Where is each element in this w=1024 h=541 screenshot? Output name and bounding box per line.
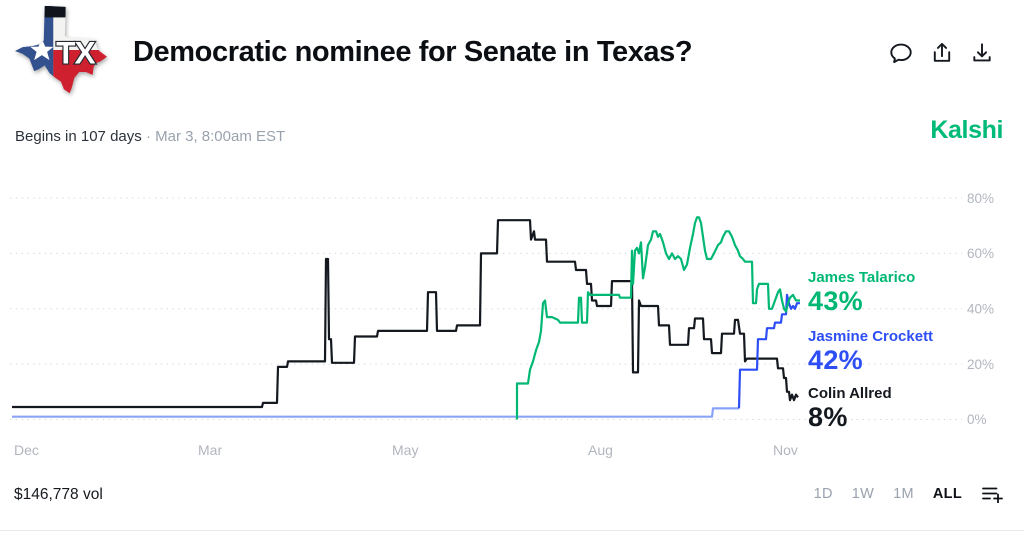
legend-name: Jasmine Crockett bbox=[808, 328, 934, 345]
page-title: Democratic nominee for Senate in Texas? bbox=[133, 36, 693, 68]
tx-label: TX bbox=[56, 34, 95, 70]
range-selector: 1D 1W 1M ALL bbox=[814, 485, 1003, 503]
kalshi-logo: Kalshi bbox=[930, 116, 1003, 144]
range-1w-button[interactable]: 1W bbox=[851, 486, 875, 502]
range-all-button[interactable]: ALL bbox=[932, 486, 962, 502]
event-status-row: Begins in 107 days · Mar 3, 8:00am EST bbox=[15, 128, 285, 145]
texas-flag-icon: TX bbox=[14, 5, 107, 94]
legend-james-talarico: James Talarico 43% bbox=[808, 268, 915, 316]
comment-icon bbox=[890, 43, 912, 64]
legend-colin-allred: Colin Allred 8% bbox=[808, 384, 892, 432]
line-colin-allred bbox=[12, 219, 799, 409]
playlist-add-icon bbox=[982, 487, 1003, 503]
line-jasmine-crockett bbox=[737, 293, 800, 409]
line-james-talarico bbox=[515, 216, 800, 420]
y-axis-label: 0% bbox=[967, 412, 987, 427]
share-icon bbox=[933, 42, 951, 62]
x-axis-label: Dec bbox=[14, 442, 39, 458]
share-button[interactable] bbox=[930, 41, 954, 65]
legend-name: Colin Allred bbox=[808, 385, 892, 402]
legend-value: 42% bbox=[808, 345, 863, 375]
legend-value: 8% bbox=[808, 402, 848, 432]
download-button[interactable] bbox=[970, 41, 994, 65]
x-axis-label: Aug bbox=[588, 442, 613, 458]
bottom-divider bbox=[0, 530, 1024, 531]
y-axis-label: 20% bbox=[967, 357, 994, 372]
add-to-watchlist-button[interactable] bbox=[981, 485, 1003, 503]
download-icon bbox=[973, 43, 991, 62]
star-icon bbox=[30, 38, 54, 61]
x-axis-label: Nov bbox=[773, 442, 798, 458]
legend-jasmine-crockett: Jasmine Crockett 42% bbox=[808, 327, 933, 375]
legend-value: 43% bbox=[808, 286, 863, 316]
x-axis-label: Mar bbox=[198, 442, 222, 458]
range-1m-button[interactable]: 1M bbox=[893, 486, 914, 502]
y-axis-label: 40% bbox=[967, 302, 994, 317]
line-jasmine-crockett-early bbox=[12, 407, 739, 418]
y-axis-label: 80% bbox=[967, 191, 994, 206]
legend-name: James Talarico bbox=[808, 269, 916, 286]
volume-label: $146,778 vol bbox=[14, 486, 103, 503]
begins-text: Begins in 107 days bbox=[15, 128, 142, 145]
price-chart[interactable]: 0% 20% 40% 60% 80% Dec Mar May Aug Nov bbox=[0, 186, 1024, 462]
comment-button[interactable] bbox=[889, 41, 913, 65]
dot-separator: · bbox=[145, 128, 151, 145]
event-date: Mar 3, 8:00am EST bbox=[155, 128, 286, 145]
chart-area[interactable]: 0% 20% 40% 60% 80% Dec Mar May Aug Nov bbox=[0, 186, 1024, 462]
x-axis-label: May bbox=[392, 442, 418, 458]
y-axis-label: 60% bbox=[967, 246, 994, 261]
range-1d-button[interactable]: 1D bbox=[813, 486, 833, 502]
